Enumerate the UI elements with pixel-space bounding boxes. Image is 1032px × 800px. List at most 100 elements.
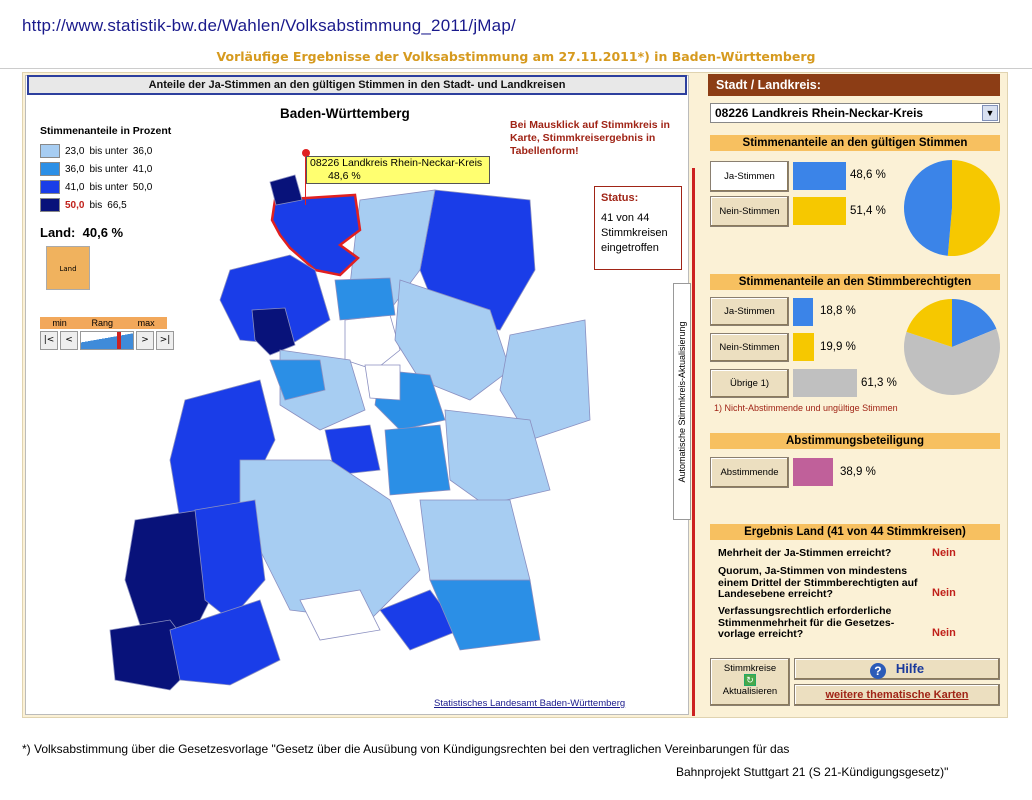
rang-prev-button[interactable]: < [60,331,78,350]
map-region-ravensburg[interactable] [429,579,541,651]
map-region-mannheim[interactable] [269,174,303,206]
pie-slice [903,160,952,256]
district-map[interactable] [90,160,610,700]
eligible-pie-chart [904,299,1000,395]
ja-eligible-button[interactable]: Ja-Stimmen [710,297,789,326]
page-url: http://www.statistik-bw.de/Wahlen/Volksa… [22,16,516,35]
legend-to: 41,0 [132,163,153,175]
help-label: Hilfe [895,661,925,676]
rang-bar: min Rang max [40,317,167,329]
status-box: Status: 41 von 44 Stimmkreisen eingetrof… [594,186,682,270]
refresh-button[interactable]: Stimmkreise ↻ Aktualisieren [710,658,790,706]
map-region-biberach[interactable] [419,499,531,581]
legend-word: bis unter [89,181,128,193]
map-region-rhein-neckar[interactable] [270,193,362,277]
map-panel-header: Anteile der Ja-Stimmen an den gültigen S… [27,75,687,95]
map-pin [302,149,310,157]
uebrige-value: 61,3 % [861,377,897,389]
result-land-title: Ergebnis Land (41 von 44 Stimmkreisen) [710,524,1000,540]
nein-eligible-value: 19,9 % [820,341,856,353]
legend-word: bis [89,199,103,211]
rang-controls: |< < > >| [40,331,176,351]
divider [692,168,695,716]
nein-valid-bar [793,197,846,225]
map-region-center-white[interactable] [344,314,401,371]
legend-to: 66,5 [107,199,127,211]
map-title: Baden-Württemberg [280,106,410,121]
map-region-calw[interactable] [269,359,326,401]
section-turnout-title: Abstimmungsbeteiligung [710,433,1000,449]
footnote-note: 1) Nicht-Abstimmende und ungültige Stimm… [714,403,898,413]
land-map-icon[interactable]: Land [46,246,90,290]
tooltip-name: 08226 Landkreis Rhein-Neckar-Kreis [310,157,483,169]
legend-word: bis unter [89,163,128,175]
rang-min: min [52,318,67,328]
legend-row-4: 50,0 bis 66,5 [40,198,132,212]
nein-valid-value: 51,4 % [850,205,886,217]
legend-word: bis unter [89,145,128,157]
map-region-northwest[interactable] [219,254,331,346]
page-subtitle: Vorläufige Ergebnisse der Volksabstimmun… [216,49,816,64]
map-region-heilbronn[interactable] [334,277,396,321]
source-link[interactable]: Statistisches Landesamt Baden-Württember… [434,698,626,709]
legend-from: 50,0 [65,199,85,211]
ja-valid-bar [793,162,846,190]
nein-eligible-button[interactable]: Nein-Stimmen [710,333,789,362]
abstimmende-bar [793,458,833,486]
legend-swatch [40,162,60,176]
pie-slice [947,160,1000,256]
rang-max: max [137,318,155,328]
result-a3: Nein [932,627,956,639]
district-selected: 08226 Landkreis Rhein-Neckar-Kreis [715,106,924,120]
district-select[interactable]: 08226 Landkreis Rhein-Neckar-Kreis ▼ [710,103,1000,123]
legend-to: 50,0 [132,181,153,193]
legend-to: 36,0 [132,145,153,157]
tooltip-value: 48,6 % [328,170,361,182]
more-maps-link[interactable]: weitere thematische Karten [794,684,1000,706]
legend-from: 36,0 [65,163,85,175]
refresh-label-top: Stimmkreise [723,663,777,674]
question-icon: ? [869,663,886,679]
help-button[interactable]: ? Hilfe [794,658,1000,680]
nein-valid-button[interactable]: Nein-Stimmen [710,196,789,227]
map-region-stuttgart[interactable] [364,364,401,401]
abstimmende-button[interactable]: Abstimmende [710,457,789,488]
legend-title: Stimmenanteile in Prozent [40,125,172,137]
rang-first-button[interactable]: |< [40,331,58,350]
abstimmende-value: 38,9 % [840,466,876,478]
result-q1: Mehrheit der Ja-Stimmen erreicht? [718,547,892,559]
divider [0,68,1032,69]
rang-label: Rang [91,318,113,328]
legend-from: 23,0 [65,145,85,157]
refresh-icon: ↻ [744,674,756,686]
map-region-south-west[interactable] [194,499,266,621]
auto-refresh-label: Automatische Stimmkreis-Aktualisierung [677,320,687,483]
rang-slider[interactable] [80,331,134,350]
uebrige-bar [793,369,857,397]
result-a1: Nein [932,547,956,559]
rang-last-button[interactable]: >| [156,331,174,350]
legend-swatch [40,180,60,194]
map-pin-line [305,157,306,205]
district-header: Stadt / Landkreis: [708,74,1000,96]
chevron-down-icon[interactable]: ▼ [982,105,998,121]
legend-row-3: 41,0 bis unter 50,0 [40,180,157,194]
map-region-konstanz[interactable] [299,589,381,641]
result-q2: Quorum, Ja-Stimmen von mindestens einem … [718,565,918,600]
legend-row-2: 36,0 bis unter 41,0 [40,162,157,176]
map-region-tuebingen[interactable] [324,424,381,476]
pie-slice [952,299,997,347]
valid-pie-chart [903,160,1000,256]
ja-valid-button[interactable]: Ja-Stimmen [710,161,789,192]
legend-swatch [40,144,60,158]
map-region-east-light[interactable] [394,279,511,401]
ja-eligible-value: 18,8 % [820,305,856,317]
map-region-reutlingen[interactable] [384,424,451,496]
legend-from: 41,0 [65,181,85,193]
map-region-ulm-area[interactable] [444,409,551,506]
rang-next-button[interactable]: > [136,331,154,350]
auto-refresh-toggle[interactable]: Automatische Stimmkreis-Aktualisierung [673,283,691,520]
map-region-waldshut[interactable] [169,599,281,686]
uebrige-button[interactable]: Übrige 1) [710,369,789,398]
map-region-ostalb[interactable] [499,319,591,441]
